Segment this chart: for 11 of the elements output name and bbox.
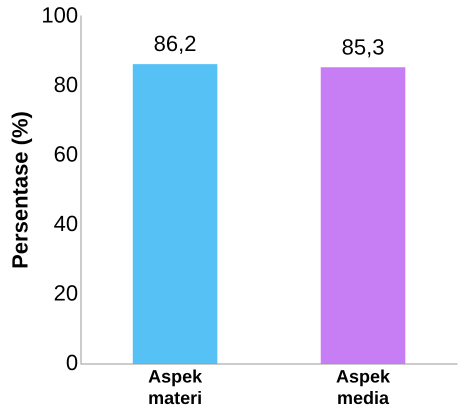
x-tick-label: Aspek materi xyxy=(148,366,204,408)
y-tick-label: 60 xyxy=(54,141,78,166)
y-tick-label: 40 xyxy=(54,210,78,236)
data-label: 85,3 xyxy=(342,34,384,60)
y-tick-label: 20 xyxy=(54,280,78,306)
x-tick-label: Aspek media xyxy=(336,366,392,408)
y-axis-title: Persentase (%) xyxy=(7,111,32,269)
data-label: 86,2 xyxy=(154,31,196,56)
y-tick-label: 80 xyxy=(54,72,78,97)
y-tick-label: 100 xyxy=(41,2,78,28)
y-tick-label: 0 xyxy=(66,350,78,375)
